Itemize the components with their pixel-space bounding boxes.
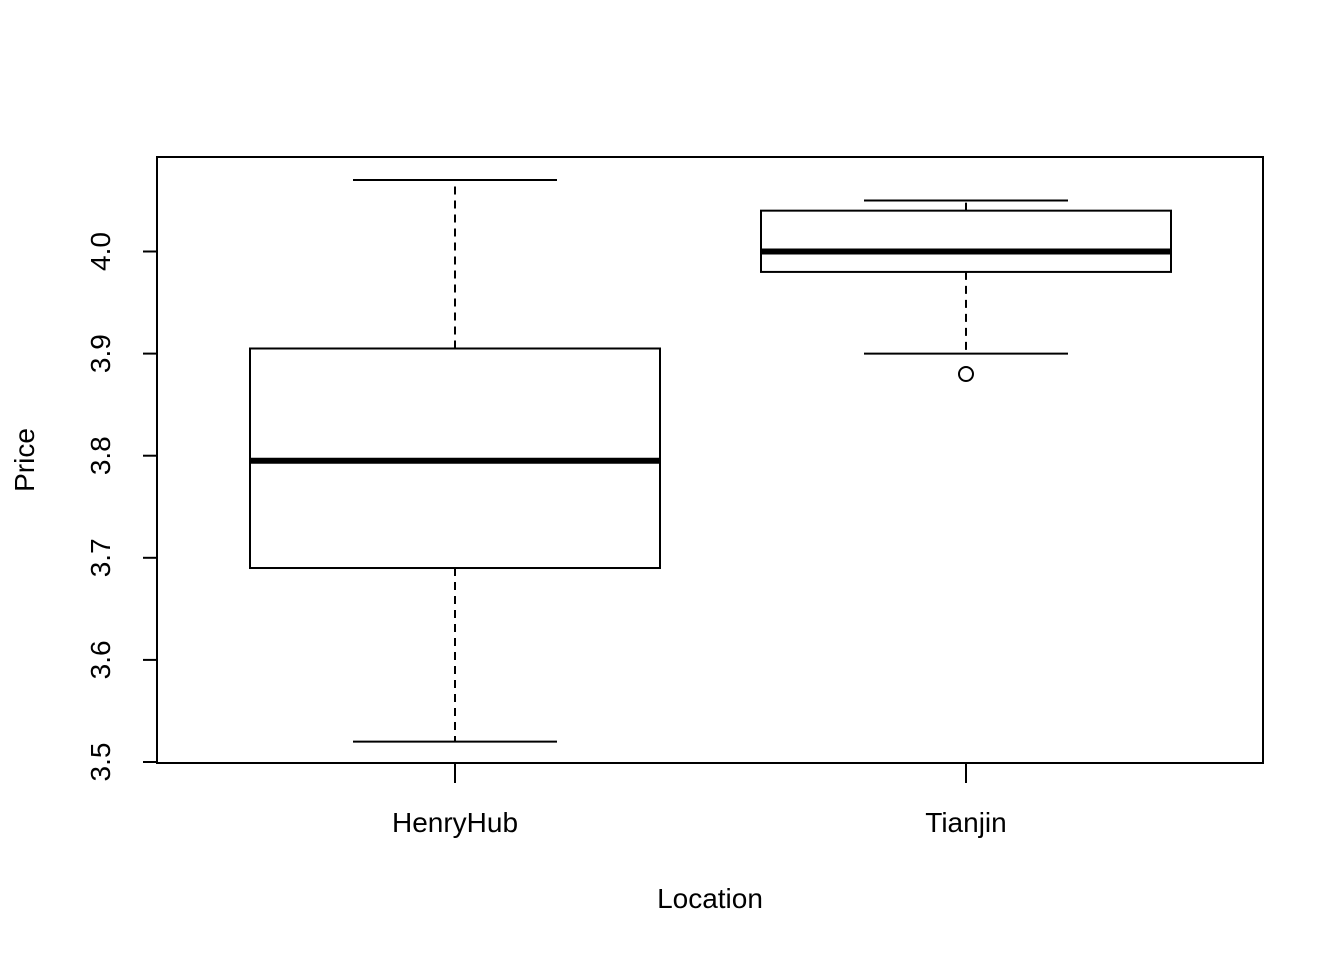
y-tick-label: 3.8 [85,436,116,475]
y-tick-label: 3.7 [85,538,116,577]
outlier-point [958,366,974,383]
box-group-tianjin [760,199,1172,383]
x-tick-label: Tianjin [925,807,1006,838]
box-group-henryhub [249,179,661,743]
y-tick-label: 4.0 [85,232,116,271]
y-tick-label: 3.5 [85,743,116,782]
y-axis: 3.5 3.6 3.7 3.8 3.9 4.0 [85,232,158,782]
box-iqr [760,209,1172,273]
y-tick-label: 3.9 [85,334,116,373]
x-axis-title: Location [657,883,763,914]
x-tick-label: HenryHub [392,807,518,838]
y-tick-label: 3.6 [85,640,116,679]
boxes-layer [249,179,1172,743]
x-axis: HenryHub Tianjin [392,763,1007,838]
y-axis-title: Price [9,428,40,492]
